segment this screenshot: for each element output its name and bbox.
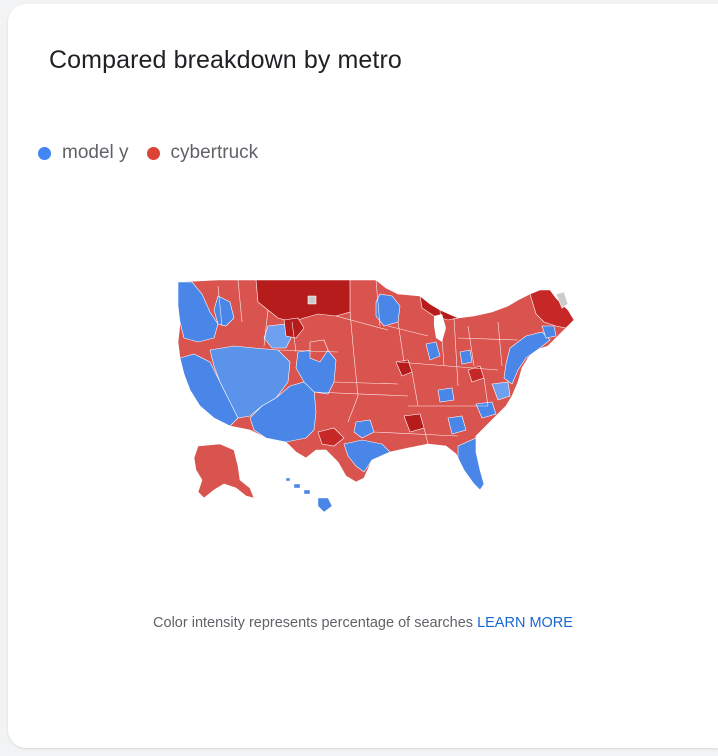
map-region-northeast-corridor[interactable] (503, 331, 551, 385)
map-region-northern-plains[interactable] (255, 279, 351, 323)
metro-boundary-line (497, 321, 503, 367)
metro-boundary-line (335, 315, 389, 331)
metro-boundary-line (375, 279, 381, 327)
map-region-pacific-northwest[interactable] (177, 281, 219, 343)
metro-boundary-line (291, 321, 297, 353)
metro-boundary-line (439, 309, 445, 367)
legend-item-model-y[interactable]: model y (38, 142, 129, 164)
metro-boundary-line (347, 395, 359, 423)
metro-boundary-line (217, 285, 223, 327)
metro-boundary-line (313, 391, 409, 397)
map-region-minneapolis[interactable] (375, 293, 401, 327)
metro-boundary-line (411, 371, 419, 407)
map-region-detroit[interactable] (459, 349, 473, 365)
map-region-hawaii-3[interactable] (303, 489, 311, 495)
metro-boundary-line (457, 337, 519, 341)
metro-boundary-line (397, 361, 499, 371)
map-region-arizona[interactable] (249, 381, 317, 443)
map-region-florida[interactable] (457, 437, 485, 491)
metro-boundary-line (237, 279, 243, 323)
metro-boundary-line (263, 309, 269, 347)
map-region-maine-dark[interactable] (529, 289, 575, 329)
map-region-salt-lake-dark[interactable] (283, 317, 305, 339)
us-metro-map[interactable] (158, 266, 598, 516)
metro-boundary-line (467, 325, 475, 367)
map-region-lake-michigan[interactable] (434, 314, 446, 342)
map-region-atlanta[interactable] (447, 415, 467, 435)
metro-boundary-line (483, 377, 489, 407)
metro-boundary-line (453, 317, 459, 387)
map-region-hawaii-2[interactable] (293, 483, 301, 489)
legend-dot-cybertruck (146, 146, 160, 160)
map-region-arrowhead[interactable] (419, 295, 459, 321)
legend-dot-model-y (38, 146, 51, 160)
map-region-denver-red[interactable] (309, 339, 329, 363)
map-region-no-data-wyoming (307, 295, 317, 305)
map-region-nashville[interactable] (437, 387, 455, 403)
metro-boundary-line (423, 427, 429, 445)
us-metro-map-svg[interactable] (158, 266, 598, 516)
map-region-dallas[interactable] (353, 419, 375, 439)
legend-item-cybertruck[interactable]: cybertruck (146, 142, 259, 164)
map-region-alaska[interactable] (193, 443, 255, 499)
footnote-text: Color intensity represents percentage of… (153, 615, 474, 631)
learn-more-link[interactable]: LEARN MORE (477, 615, 573, 631)
map-region-hawaii-4[interactable] (317, 497, 333, 513)
metro-boundary-line (353, 355, 359, 397)
map-region-no-data-maine (555, 291, 569, 309)
legend-label-model-y: model y (62, 142, 129, 163)
map-region-boston[interactable] (541, 325, 557, 339)
map-region-el-paso-dark[interactable] (317, 427, 345, 447)
map-region-boise[interactable] (213, 295, 235, 327)
map-region-chicago[interactable] (425, 341, 441, 361)
metro-breakdown-card: Compared breakdown by metro model y cybe… (8, 4, 718, 748)
metro-boundary-line (373, 431, 459, 437)
metro-boundary-line (349, 311, 355, 357)
legend-label-cybertruck: cybertruck (170, 142, 259, 163)
footnote: Color intensity represents percentage of… (8, 615, 718, 631)
metro-boundary-lines (217, 279, 519, 445)
map-region-austin-houston[interactable] (343, 439, 391, 473)
metro-boundary-line (387, 325, 429, 337)
legend: model y cybertruck (38, 142, 276, 164)
metro-boundary-line (277, 349, 339, 353)
map-region-dc-richmond[interactable] (491, 381, 511, 401)
metro-boundary-line (333, 381, 399, 385)
map-region-hawaii-1[interactable] (285, 477, 291, 482)
card-title: Compared breakdown by metro (49, 46, 402, 74)
